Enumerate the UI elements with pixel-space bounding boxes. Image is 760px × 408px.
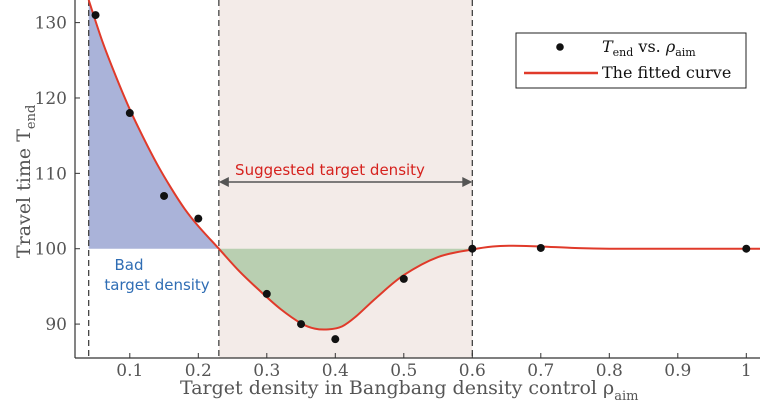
suggested-arrow-head-right	[462, 177, 473, 187]
legend-points-T-sub: end	[613, 46, 634, 59]
axes-layer: 0.1 0.2 0.3 0.4 0.5 0.6 0.7 0.8 0.9 1 90 100 110 120 1…	[35, 0, 760, 381]
data-point-3	[194, 214, 203, 223]
y-tick-label-2: 110	[35, 164, 67, 184]
data-point-5	[297, 320, 306, 329]
legend-label-fit: The fitted curve	[602, 63, 731, 82]
data-point-4	[262, 289, 271, 298]
x-tick-label-4: 0.5	[390, 361, 417, 381]
x-tick-label-7: 0.8	[596, 361, 623, 381]
y-tick-label-0: 90	[45, 315, 67, 335]
x-tick-label-6: 0.7	[527, 361, 554, 381]
data-point-2	[160, 191, 169, 200]
legend: Tend vs. ρaim The fitted curve	[515, 32, 747, 89]
legend-points-rho-sub: aim	[675, 46, 696, 59]
x-tick-label-8: 0.9	[664, 361, 691, 381]
curve-layer	[87, 0, 760, 331]
points-layer	[91, 11, 751, 344]
legend-marker-points	[556, 43, 564, 51]
y-tick-label-4: 130	[35, 14, 67, 34]
legend-points-vs: vs.	[633, 37, 666, 56]
legend-box	[515, 32, 747, 89]
y-axis-title: Travel time Tend	[13, 105, 39, 258]
y-tick-label-3: 120	[35, 89, 67, 109]
data-point-10	[742, 244, 751, 253]
x-axis-title-sub: aim	[614, 389, 638, 404]
dashed-lines-layer	[88, 0, 473, 358]
x-axis-title: Target density in Bangbang density contr…	[180, 377, 638, 404]
bad-density-label-line2: target density	[104, 276, 209, 294]
legend-points-T: T	[602, 37, 614, 56]
data-point-0	[91, 11, 100, 20]
data-point-1	[125, 109, 134, 118]
x-tick-label-0: 0.1	[116, 361, 143, 381]
x-tick-label-3: 0.4	[322, 361, 349, 381]
suggested-density-label: Suggested target density	[235, 161, 425, 179]
data-point-7	[399, 274, 408, 283]
x-tick-label-9: 1	[741, 361, 752, 381]
data-point-8	[468, 244, 477, 253]
x-tick-label-5: 0.6	[459, 361, 486, 381]
fitted-curve	[87, 0, 760, 331]
suggested-arrow-head-left	[218, 177, 229, 187]
bad-density-label-line1: Bad	[114, 256, 143, 274]
legend-points-rho: ρ	[665, 37, 676, 56]
data-point-9	[536, 243, 545, 252]
bad-region-fill	[88, 0, 219, 249]
x-axis-title-main: Target density in Bangbang density contr…	[180, 377, 614, 399]
x-tick-label-2: 0.3	[253, 361, 280, 381]
data-point-6	[331, 335, 340, 344]
legend-label-points: Tend vs. ρaim	[602, 37, 696, 59]
y-tick-label-1: 100	[35, 240, 67, 260]
y-axis-title-main: Travel time T	[13, 129, 35, 258]
x-tick-label-1: 0.2	[185, 361, 212, 381]
y-axis-title-sub: end	[24, 105, 39, 129]
